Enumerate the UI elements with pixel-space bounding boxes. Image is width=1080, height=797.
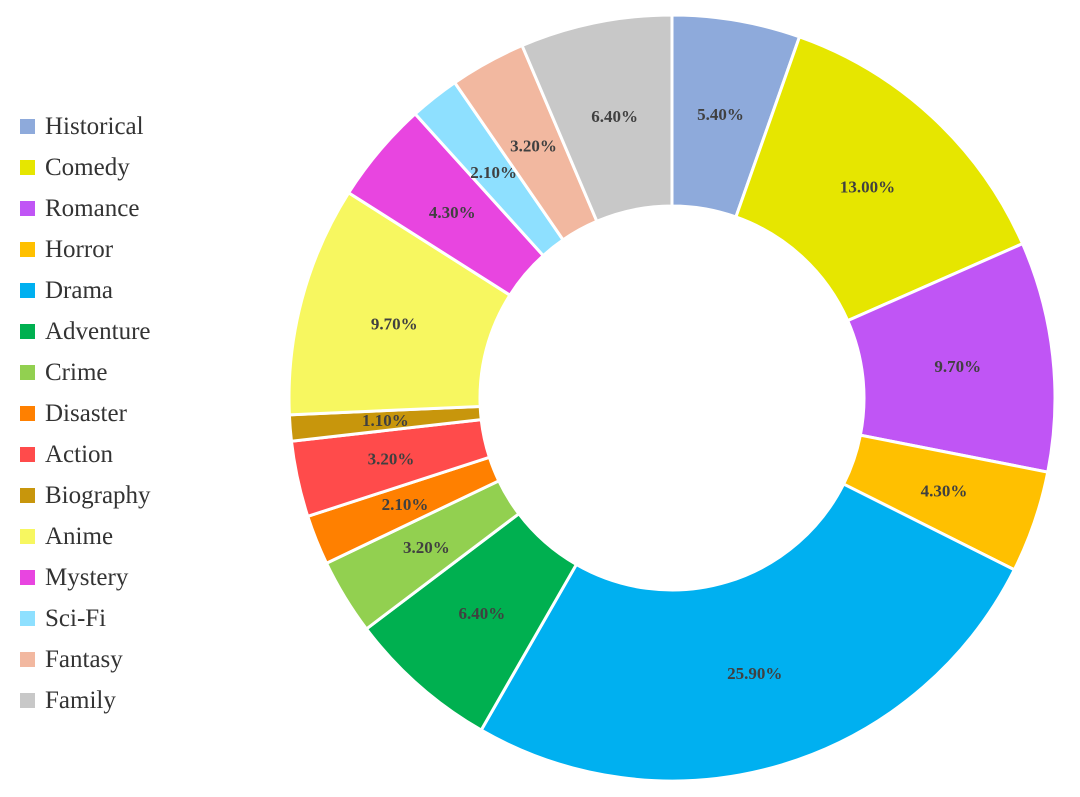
legend-label: Anime [45, 523, 114, 550]
slice-label-action: 3.20% [368, 449, 415, 468]
legend-swatch [20, 283, 35, 298]
legend-item-historical: Historical [20, 106, 151, 147]
legend-item-action: Action [20, 434, 151, 475]
legend-label: Fantasy [45, 646, 123, 673]
slice-comedy [733, 34, 1025, 323]
legend-item-fantasy: Fantasy [20, 639, 151, 680]
legend-item-crime: Crime [20, 352, 151, 393]
slice-label-crime: 3.20% [403, 538, 450, 557]
legend-swatch [20, 447, 35, 462]
legend-swatch [20, 488, 35, 503]
legend-label: Romance [45, 195, 140, 222]
legend-swatch [20, 693, 35, 708]
legend-label: Sci-Fi [45, 605, 107, 632]
legend-label: Disaster [45, 400, 127, 427]
slice-label-comedy: 13.00% [840, 178, 895, 197]
legend-label: Horror [45, 236, 114, 263]
legend-label: Family [45, 687, 116, 714]
legend-swatch [20, 201, 35, 216]
legend-swatch [20, 119, 35, 134]
slice-label-horror: 4.30% [921, 482, 968, 501]
slice-label-romance: 9.70% [934, 357, 981, 376]
legend-item-comedy: Comedy [20, 147, 151, 188]
slice-label-anime: 9.70% [371, 314, 418, 333]
legend-label: Historical [45, 113, 144, 140]
legend-swatch [20, 611, 35, 626]
legend-swatch [20, 160, 35, 175]
legend-swatch [20, 570, 35, 585]
legend-swatch [20, 652, 35, 667]
legend-label: Crime [45, 359, 108, 386]
legend-item-romance: Romance [20, 188, 151, 229]
legend-item-anime: Anime [20, 516, 151, 557]
legend-label: Mystery [45, 564, 129, 591]
legend-item-sci-fi: Sci-Fi [20, 598, 151, 639]
slice-label-fantasy: 3.20% [510, 137, 557, 156]
legend-item-mystery: Mystery [20, 557, 151, 598]
legend-swatch [20, 365, 35, 380]
legend-item-drama: Drama [20, 270, 151, 311]
slice-drama [479, 482, 1017, 783]
slice-label-mystery: 4.30% [429, 203, 476, 222]
legend-swatch [20, 529, 35, 544]
legend-label: Drama [45, 277, 114, 304]
legend-label: Comedy [45, 154, 130, 181]
slice-label-family: 6.40% [591, 107, 638, 126]
slice-family [520, 13, 674, 224]
chart-legend: Historical Comedy Romance Horror Drama Advent… [20, 106, 151, 721]
slice-label-historical: 5.40% [697, 105, 744, 124]
slice-label-disaster: 2.10% [382, 495, 429, 514]
slice-label-biography: 1.10% [362, 411, 409, 430]
slice-label-adventure: 6.40% [458, 604, 505, 623]
legend-item-adventure: Adventure [20, 311, 151, 352]
legend-item-family: Family [20, 680, 151, 721]
legend-swatch [20, 324, 35, 339]
legend-swatch [20, 406, 35, 421]
slice-label-sci-fi: 2.10% [470, 163, 517, 182]
legend-label: Adventure [45, 318, 151, 345]
legend-swatch [20, 242, 35, 257]
legend-item-biography: Biography [20, 475, 151, 516]
legend-item-disaster: Disaster [20, 393, 151, 434]
legend-label: Action [45, 441, 114, 468]
slice-label-drama: 25.90% [727, 664, 782, 683]
legend-label: Biography [45, 482, 151, 509]
legend-item-horror: Horror [20, 229, 151, 270]
